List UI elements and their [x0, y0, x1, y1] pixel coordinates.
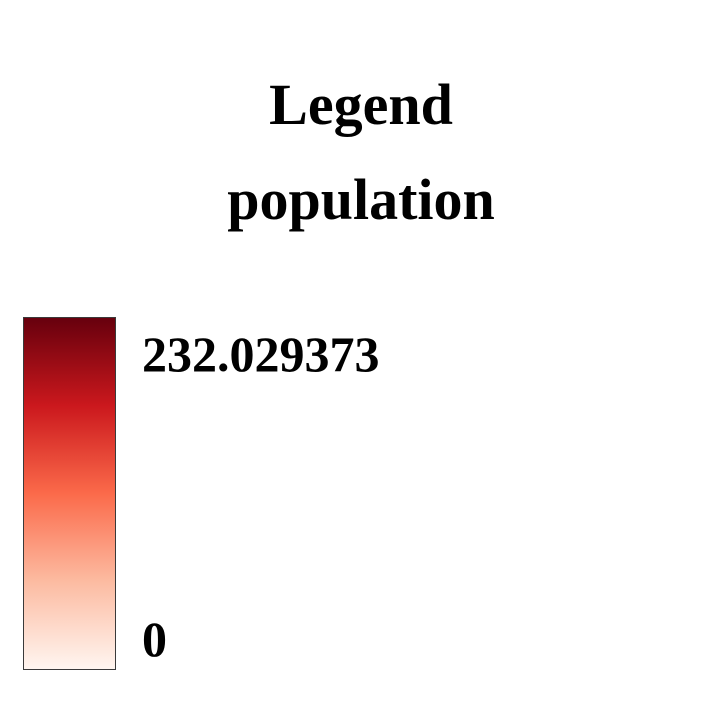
legend-variable-name: population — [227, 167, 495, 232]
legend-title: Legend — [269, 72, 453, 137]
color-scale-bar — [23, 317, 116, 670]
color-scale-max-label: 232.029373 — [142, 326, 380, 382]
color-scale-min-label: 0 — [142, 611, 167, 667]
